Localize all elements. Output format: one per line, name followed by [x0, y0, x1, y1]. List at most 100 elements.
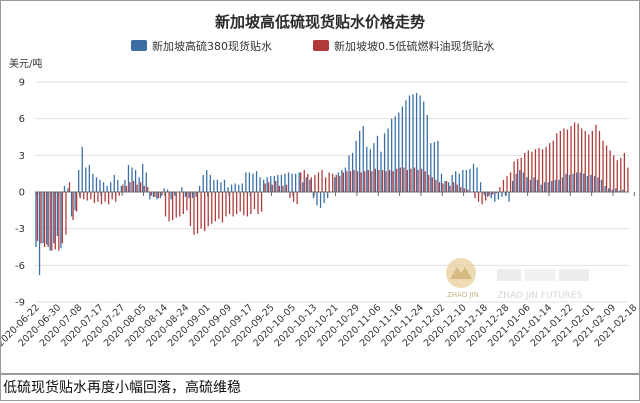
bar-low-sulfur	[268, 182, 270, 192]
bar-low-sulfur	[605, 145, 608, 192]
bar-high-sulfur	[579, 172, 581, 192]
bar-low-sulfur	[406, 170, 409, 192]
bar-low-sulfur	[566, 129, 569, 192]
bar-high-sulfur	[202, 174, 204, 192]
bar-high-sulfur	[423, 101, 425, 192]
bar-low-sulfur	[51, 192, 53, 251]
bar-high-sulfur	[565, 173, 567, 192]
bar-low-sulfur	[104, 192, 106, 202]
bar-high-sulfur	[515, 173, 517, 192]
bar-low-sulfur	[43, 192, 46, 247]
bar-low-sulfur	[431, 177, 433, 192]
bar-low-sulfur	[552, 140, 554, 192]
bar-high-sulfur	[547, 182, 549, 192]
bar-high-sulfur	[447, 182, 450, 192]
bar-low-sulfur	[129, 182, 131, 192]
bar-low-sulfur	[513, 161, 515, 192]
bar-low-sulfur	[353, 170, 355, 192]
bar-high-sulfur	[56, 192, 58, 236]
bar-high-sulfur	[259, 177, 261, 192]
bar-high-sulfur	[266, 177, 268, 192]
y-tick-label: 9	[19, 78, 25, 89]
bar-high-sulfur	[472, 163, 475, 192]
bar-low-sulfur	[264, 183, 266, 192]
bar-low-sulfur	[456, 184, 458, 192]
bar-high-sulfur	[174, 192, 176, 196]
bar-low-sulfur	[314, 174, 316, 192]
bar-low-sulfur	[541, 149, 544, 192]
bar-low-sulfur	[147, 187, 149, 192]
bar-low-sulfur	[335, 174, 337, 192]
bar-low-sulfur	[410, 168, 412, 192]
bar-high-sulfur	[85, 167, 87, 192]
bar-high-sulfur	[383, 133, 386, 192]
bar-high-sulfur	[437, 140, 439, 192]
bar-low-sulfur	[196, 192, 199, 234]
bar-low-sulfur	[310, 177, 313, 192]
bar-high-sulfur	[337, 172, 339, 192]
bar-high-sulfur	[134, 170, 137, 192]
x-axis-tick-labels: 2020-06-222020-06-302020-07-082020-07-17…	[1, 302, 639, 349]
bar-high-sulfur	[223, 179, 226, 192]
bar-low-sulfur	[598, 130, 601, 192]
bar-high-sulfur	[476, 167, 478, 192]
bar-low-sulfur	[332, 173, 334, 192]
bar-high-sulfur	[213, 179, 215, 192]
bar-high-sulfur	[49, 192, 51, 251]
bar-low-sulfur	[556, 133, 558, 192]
bar-low-sulfur	[339, 176, 341, 192]
bar-high-sulfur	[455, 171, 457, 192]
bar-high-sulfur	[529, 179, 532, 192]
bar-high-sulfur	[110, 182, 112, 192]
bar-high-sulfur	[465, 170, 468, 192]
bar-low-sulfur	[221, 192, 224, 223]
bar-low-sulfur	[460, 187, 462, 192]
bar-high-sulfur	[277, 174, 279, 192]
bar-low-sulfur	[193, 192, 195, 235]
y-tick-label: -3	[15, 224, 25, 235]
bar-high-sulfur	[622, 189, 624, 192]
bar-low-sulfur	[65, 192, 67, 235]
bar-low-sulfur	[399, 167, 401, 192]
bar-high-sulfur	[99, 179, 101, 192]
bar-high-sulfur	[188, 192, 190, 199]
bar-high-sulfur	[522, 172, 524, 192]
bar-low-sulfur	[136, 184, 138, 192]
legend: 新加坡高硫380现货贴水 新加坡坡0.5低硫燃料油现货贴水	[131, 39, 495, 53]
bar-high-sulfur	[166, 189, 169, 192]
bar-high-sulfur	[252, 173, 254, 192]
bar-high-sulfur	[440, 173, 443, 192]
bar-low-sulfur	[396, 168, 398, 192]
bar-low-sulfur	[584, 130, 586, 192]
bar-high-sulfur	[191, 192, 194, 199]
chart-title: 新加坡高低硫现货贴水价格走势	[215, 13, 425, 31]
bar-high-sulfur	[152, 192, 155, 197]
bar-high-sulfur	[60, 192, 62, 249]
legend-label-high-sulfur: 新加坡高硫380现货贴水	[152, 39, 272, 53]
bar-low-sulfur	[236, 192, 238, 214]
bar-low-sulfur	[378, 170, 380, 192]
bar-high-sulfur	[209, 174, 211, 192]
bar-low-sulfur	[275, 181, 277, 192]
bar-high-sulfur	[255, 171, 258, 192]
bar-high-sulfur	[273, 176, 275, 192]
bar-low-sulfur	[392, 171, 394, 192]
bar-low-sulfur	[613, 155, 615, 192]
caption-text: 低硫现货贴水再度小幅回落，高硫维稳	[0, 374, 640, 401]
bar-low-sulfur	[328, 172, 330, 192]
bar-low-sulfur	[68, 182, 71, 192]
series-low-sulfur-bars	[36, 122, 629, 251]
bar-high-sulfur	[540, 184, 542, 192]
bar-low-sulfur	[271, 184, 273, 192]
bar-high-sulfur	[341, 170, 343, 192]
watermark-logo-text: ZHAO JIN	[447, 291, 479, 299]
bar-low-sulfur	[72, 192, 74, 221]
bar-high-sulfur	[419, 95, 421, 192]
bar-high-sulfur	[526, 177, 528, 192]
bar-low-sulfur	[531, 151, 533, 192]
bar-low-sulfur	[90, 192, 92, 200]
bar-low-sulfur	[278, 185, 280, 192]
bar-high-sulfur	[618, 190, 620, 192]
y-tick-label: 6	[19, 114, 25, 125]
bar-high-sulfur	[81, 146, 83, 192]
